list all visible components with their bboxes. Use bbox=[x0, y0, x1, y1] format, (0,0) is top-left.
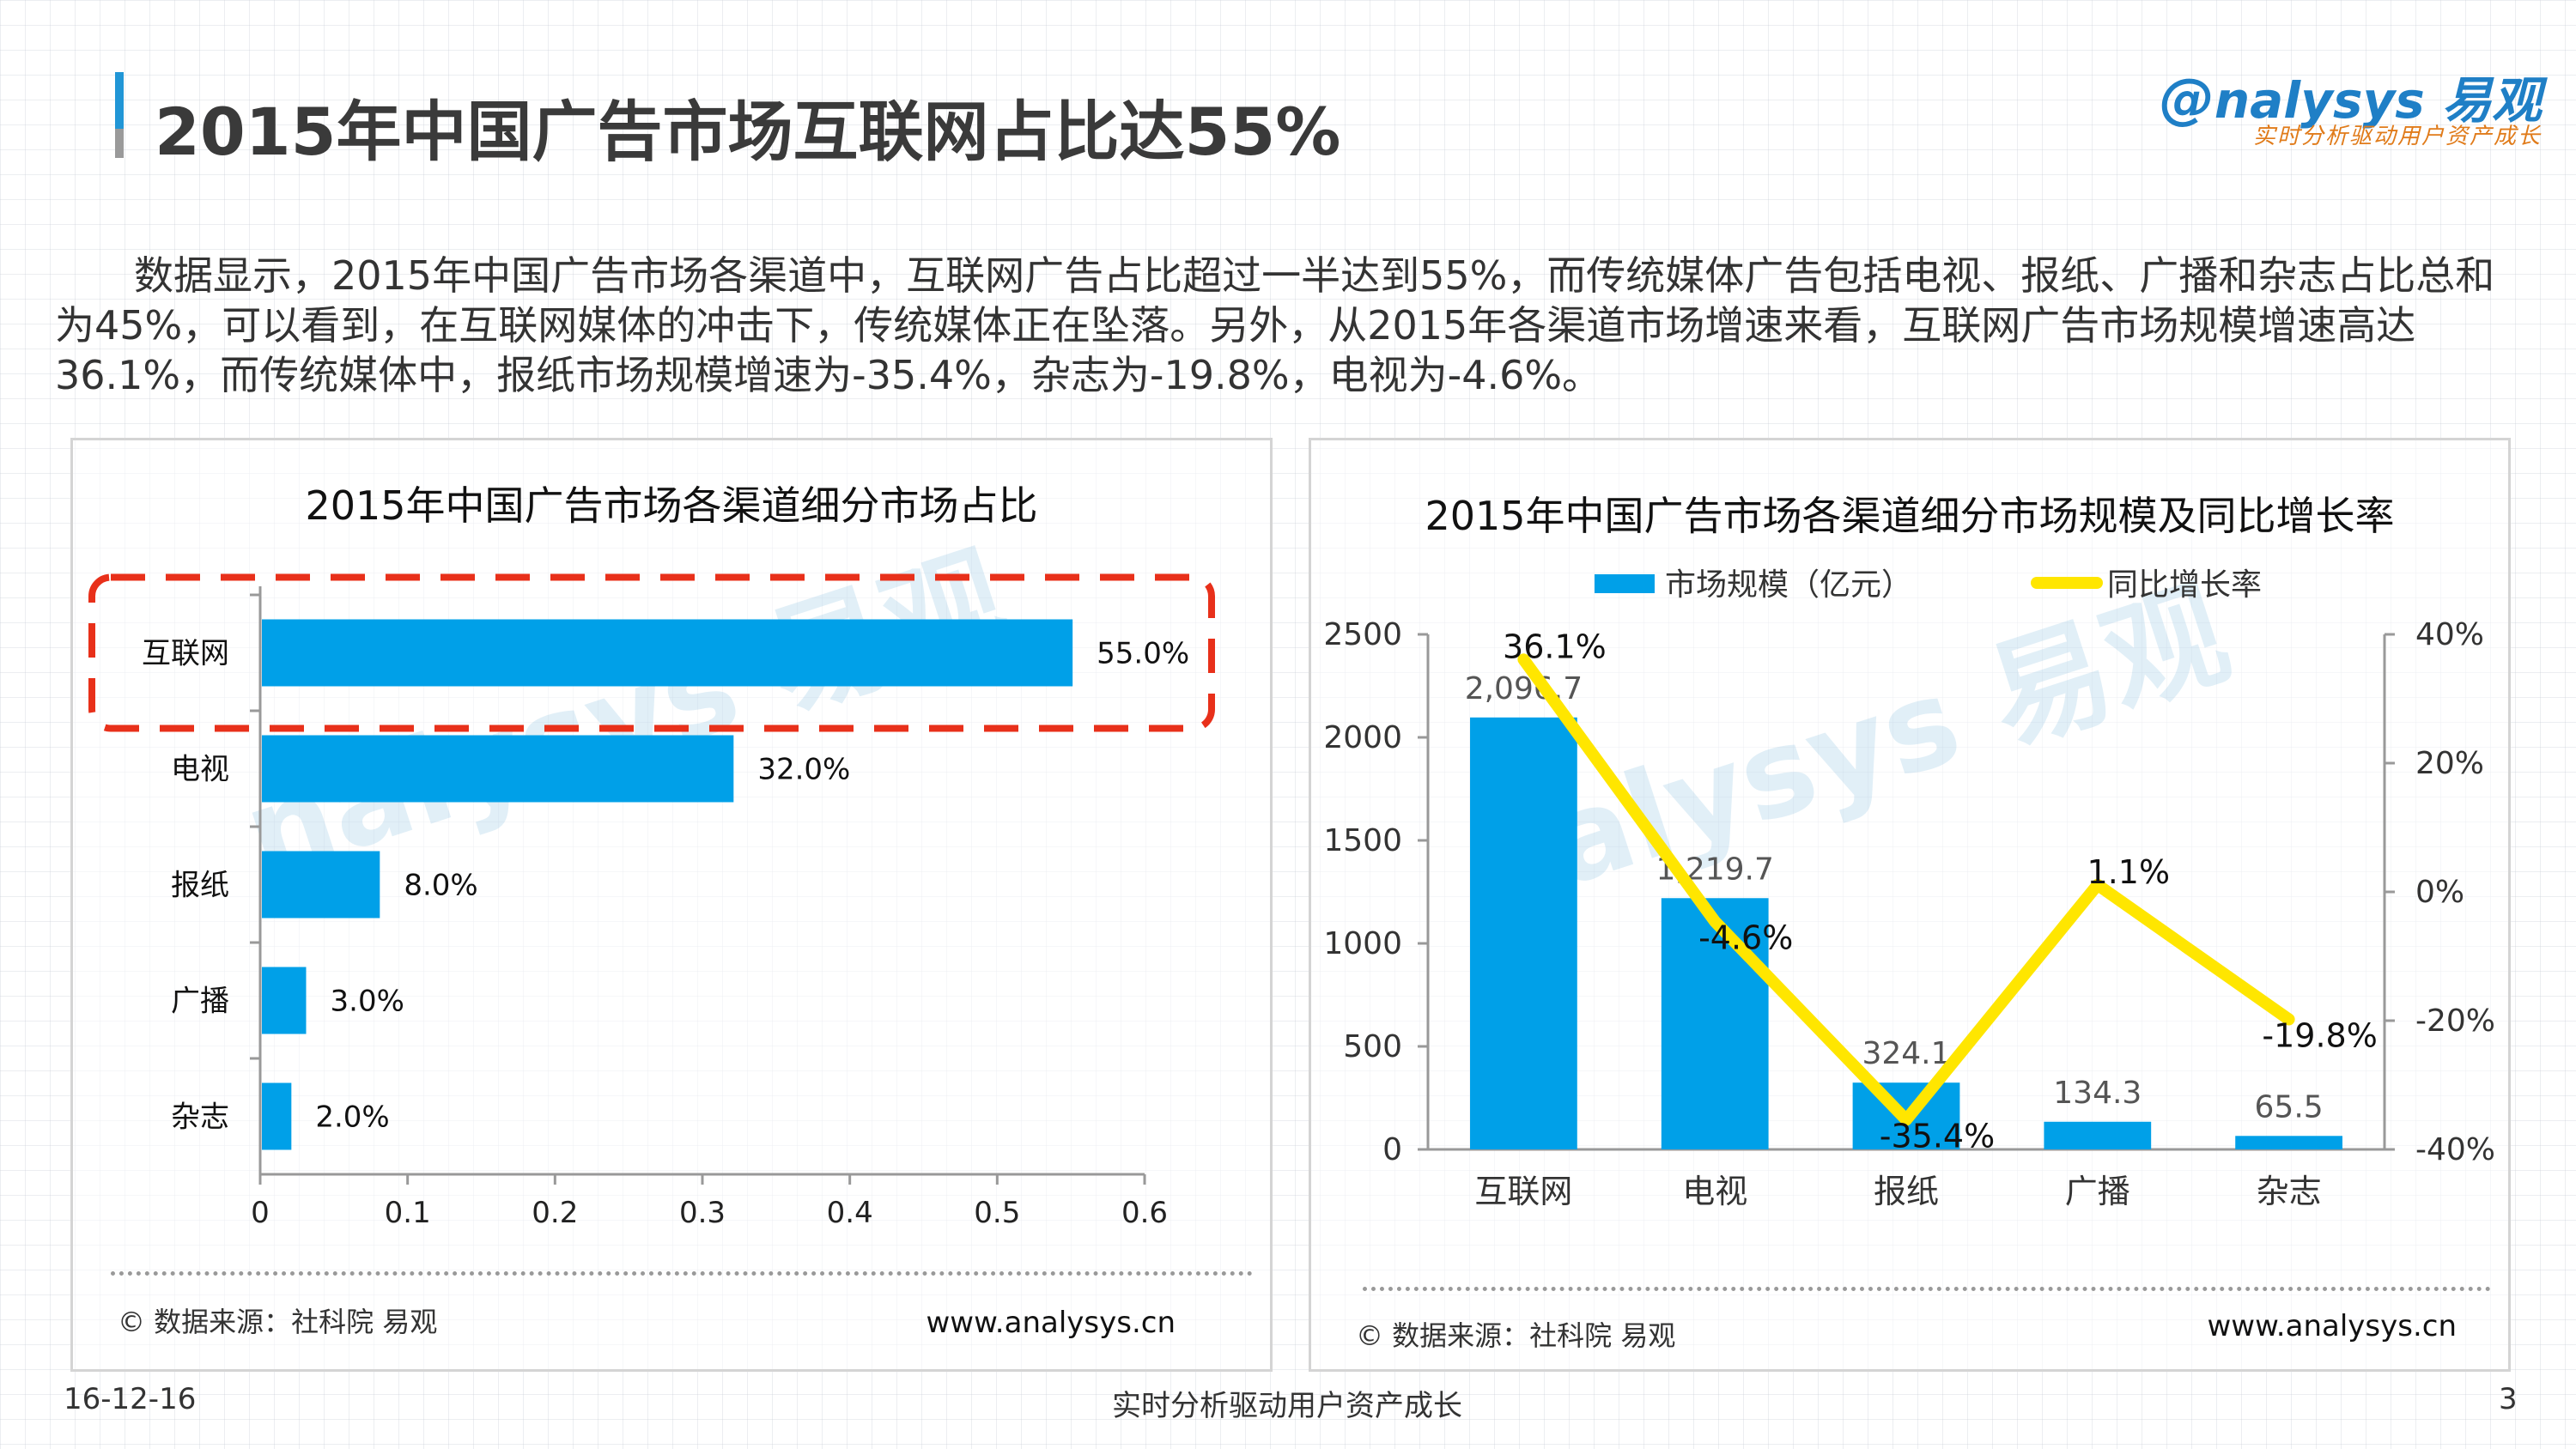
scale-chart-panel: nalysys 易观 2015年中国广告市场各渠道细分市场规模及同比增长率 市场… bbox=[1309, 438, 2511, 1372]
title-accent-bar-grey bbox=[115, 129, 124, 158]
title-accent-bar bbox=[115, 72, 124, 158]
category-label: 互联网 bbox=[142, 637, 229, 671]
data-source: © 数据来源：社科院 易观 bbox=[118, 1306, 438, 1338]
category-label: 电视 bbox=[171, 753, 229, 787]
divider-dotted bbox=[111, 1271, 1253, 1276]
x-tick-label: 0.3 bbox=[679, 1196, 726, 1230]
right-tick-label: -20% bbox=[2415, 1003, 2495, 1039]
data-source: © 数据来源：社科院 易观 bbox=[1356, 1319, 1676, 1352]
analysys-logo: @nalysys 易观 实时分析驱动用户资产成长 bbox=[2160, 60, 2542, 155]
bar-data-label: 65.5 bbox=[2255, 1089, 2324, 1125]
legend-label-line: 同比增长率 bbox=[2107, 567, 2262, 603]
category-label: 广播 bbox=[171, 985, 229, 1019]
line-data-label: 36.1% bbox=[1503, 627, 1607, 665]
bar bbox=[262, 967, 307, 1034]
category-label: 电视 bbox=[1682, 1173, 1747, 1210]
page-title: 2015年中国广告市场互联网占比达55% bbox=[155, 94, 1341, 170]
bar-data-label: 324.1 bbox=[1862, 1036, 1950, 1071]
bar-data-label: 134.3 bbox=[2053, 1076, 2142, 1111]
bar bbox=[262, 851, 380, 919]
x-tick-label: 0.6 bbox=[1121, 1196, 1168, 1230]
highlight-box bbox=[88, 573, 1215, 732]
growth-line bbox=[1517, 653, 2295, 1126]
x-tick-label: 0.1 bbox=[385, 1196, 431, 1230]
left-tick-label: 1000 bbox=[1323, 926, 1402, 961]
summary-paragraph: 数据显示，2015年中国广告市场各渠道中，互联网广告占比超过一半达到55%，而传… bbox=[55, 252, 2495, 398]
category-label: 互联网 bbox=[1474, 1173, 1572, 1210]
data-label: 3.0% bbox=[331, 985, 404, 1019]
line-data-label: -19.8% bbox=[2262, 1017, 2377, 1055]
x-tick-label: 0.2 bbox=[532, 1196, 578, 1230]
logo-a-swirl-icon: @ bbox=[2159, 68, 2215, 131]
line-data-label: -35.4% bbox=[1880, 1118, 1995, 1155]
bar bbox=[262, 619, 1073, 687]
page-number: 3 bbox=[2499, 1382, 2518, 1416]
category-label: 报纸 bbox=[171, 869, 229, 903]
right-tick-label: 0% bbox=[2415, 875, 2464, 910]
left-tick-label: 0 bbox=[1382, 1132, 1402, 1167]
footer-date: 16-12-16 bbox=[64, 1382, 197, 1416]
share-chart-title: 2015年中国广告市场各渠道细分市场占比 bbox=[305, 482, 1038, 529]
right-tick-label: 40% bbox=[2415, 617, 2484, 652]
bar bbox=[2235, 1136, 2342, 1149]
share-chart-panel: nalysys 易观 2015年中国广告市场各渠道细分市场占比 0 0.1 0.2 0… bbox=[70, 438, 1273, 1372]
right-tick-label: -40% bbox=[2415, 1132, 2495, 1167]
data-label: 8.0% bbox=[404, 869, 477, 903]
data-label: 32.0% bbox=[757, 753, 850, 787]
category-label: 报纸 bbox=[1874, 1173, 1939, 1210]
left-tick-label: 1500 bbox=[1323, 823, 1402, 858]
bar bbox=[2044, 1121, 2152, 1149]
scale-chart-svg: 市场规模（亿元） 同比增长率 0 500 1000 1500 2000 2500 -40% -20… bbox=[1323, 567, 2495, 1210]
data-label: 2.0% bbox=[315, 1100, 389, 1135]
bar bbox=[1661, 898, 1769, 1149]
bar bbox=[1470, 717, 1577, 1149]
data-label: 55.0% bbox=[1097, 637, 1189, 671]
logo-tagline: 实时分析驱动用户资产成长 bbox=[2252, 124, 2542, 149]
x-tick-label: 0 bbox=[251, 1196, 270, 1230]
logo-main-text: @nalysys 易观 bbox=[2159, 68, 2542, 131]
left-tick-label: 2500 bbox=[1323, 617, 1402, 652]
bar-data-label: 2,096.7 bbox=[1465, 671, 1583, 706]
website-link[interactable]: www.analysys.cn bbox=[926, 1306, 1176, 1340]
left-tick-label: 500 bbox=[1343, 1029, 1402, 1064]
divider-dotted bbox=[1363, 1287, 2491, 1291]
footer-slogan: 实时分析驱动用户资产成长 bbox=[1112, 1389, 1462, 1423]
x-tick-label: 0.4 bbox=[827, 1196, 873, 1230]
category-label: 杂志 bbox=[171, 1100, 229, 1135]
x-tick-label: 0.5 bbox=[974, 1196, 1020, 1230]
right-tick-label: 20% bbox=[2415, 746, 2484, 781]
legend-swatch-bar bbox=[1595, 574, 1655, 593]
scale-chart-title: 2015年中国广告市场各渠道细分市场规模及同比增长率 bbox=[1425, 493, 2395, 539]
category-label: 广播 bbox=[2065, 1173, 2130, 1210]
bar bbox=[262, 1082, 292, 1150]
category-label: 杂志 bbox=[2257, 1173, 2322, 1210]
left-tick-label: 2000 bbox=[1323, 720, 1402, 755]
bar bbox=[262, 735, 734, 803]
share-chart-svg: 0 0.1 0.2 0.3 0.4 0.5 0.6 互联网 55.0% 电视 32.0% 报纸 8.0%… bbox=[88, 573, 1215, 1230]
website-link[interactable]: www.analysys.cn bbox=[2207, 1309, 2458, 1343]
legend-label-bar: 市场规模（亿元） bbox=[1665, 567, 1912, 603]
line-data-label: -4.6% bbox=[1698, 919, 1793, 957]
line-data-label: 1.1% bbox=[2087, 853, 2171, 891]
